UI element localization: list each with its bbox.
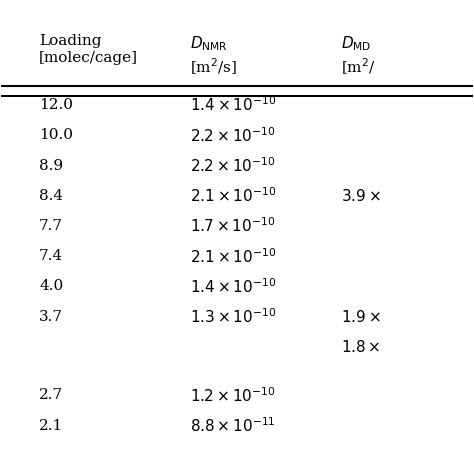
Text: 3.7: 3.7 xyxy=(39,310,63,324)
Text: 7.7: 7.7 xyxy=(39,219,63,233)
Text: 4.0: 4.0 xyxy=(39,280,64,293)
Text: $1.4 \times 10^{-10}$: $1.4 \times 10^{-10}$ xyxy=(190,277,276,296)
Text: $8.8 \times 10^{-11}$: $8.8 \times 10^{-11}$ xyxy=(190,416,275,435)
Text: 2.1: 2.1 xyxy=(39,419,64,433)
Text: $2.1 \times 10^{-10}$: $2.1 \times 10^{-10}$ xyxy=(190,247,276,265)
Text: 8.4: 8.4 xyxy=(39,189,63,203)
Text: $2.2 \times 10^{-10}$: $2.2 \times 10^{-10}$ xyxy=(190,126,275,145)
Text: $D_{\rm NMR}$
[m$^2$/s]: $D_{\rm NMR}$ [m$^2$/s] xyxy=(190,35,237,77)
Text: Loading
[molec/cage]: Loading [molec/cage] xyxy=(39,35,138,64)
Text: 2.7: 2.7 xyxy=(39,388,63,402)
Text: $1.3 \times 10^{-10}$: $1.3 \times 10^{-10}$ xyxy=(190,307,276,326)
Text: $2.1 \times 10^{-10}$: $2.1 \times 10^{-10}$ xyxy=(190,186,276,205)
Text: 7.4: 7.4 xyxy=(39,249,63,263)
Text: $1.4 \times 10^{-10}$: $1.4 \times 10^{-10}$ xyxy=(190,96,276,114)
Text: $2.2 \times 10^{-10}$: $2.2 \times 10^{-10}$ xyxy=(190,156,275,175)
Text: $1.9 \times$: $1.9 \times$ xyxy=(341,309,381,325)
Text: $1.2 \times 10^{-10}$: $1.2 \times 10^{-10}$ xyxy=(190,386,275,405)
Text: 8.9: 8.9 xyxy=(39,158,63,173)
Text: $1.7 \times 10^{-10}$: $1.7 \times 10^{-10}$ xyxy=(190,217,275,236)
Text: 12.0: 12.0 xyxy=(39,98,73,112)
Text: $1.8 \times$: $1.8 \times$ xyxy=(341,339,380,355)
Text: 10.0: 10.0 xyxy=(39,128,73,142)
Text: $3.9 \times$: $3.9 \times$ xyxy=(341,188,381,204)
Text: $D_{\rm MD}$
[m$^2$/: $D_{\rm MD}$ [m$^2$/ xyxy=(341,35,375,77)
